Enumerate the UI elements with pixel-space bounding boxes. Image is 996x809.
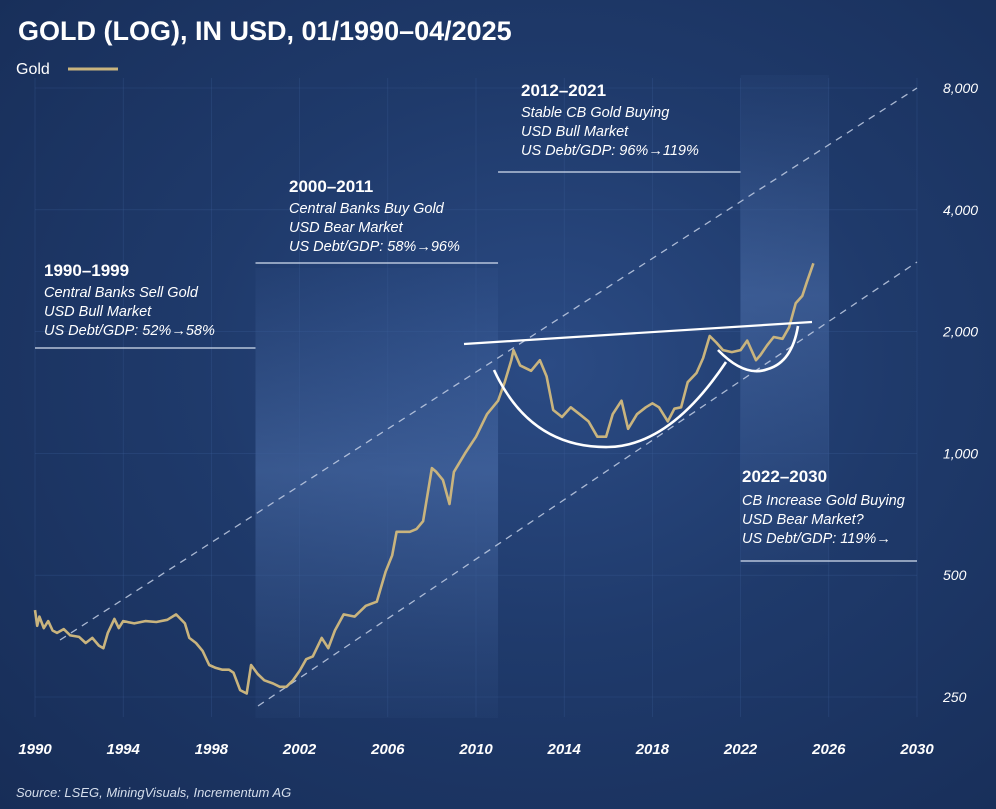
era-line: Central Banks Buy Gold <box>289 201 445 217</box>
x-tick-label: 2018 <box>635 741 670 758</box>
cup-arc <box>492 361 728 449</box>
era-line: US Debt/GDP: 52%→58% <box>44 323 215 339</box>
era-annotation-2012-2021: 2012–2021 Stable CB Gold Buying USD Bull… <box>521 81 699 159</box>
gold-price-line <box>33 262 815 695</box>
grid <box>34 78 918 717</box>
chart-title: GOLD (LOG), IN USD, 01/1990–04/2025 <box>18 16 512 46</box>
x-tick-label: 2030 <box>899 741 934 758</box>
era-line: Stable CB Gold Buying <box>521 105 669 121</box>
x-tick-label: 2006 <box>370 741 405 758</box>
y-tick-label: 4,000 <box>943 202 978 218</box>
era-annotation-2022-2030: 2022–2030 CB Increase Gold Buying USD Be… <box>742 467 905 547</box>
source-note: Source: LSEG, MiningVisuals, Incrementum… <box>16 785 291 800</box>
era-title: 2012–2021 <box>521 81 606 100</box>
y-tick-label: 1,000 <box>943 445 978 461</box>
x-tick-label: 1998 <box>195 741 229 758</box>
x-tick-label: 2026 <box>811 741 846 758</box>
era-shade-2022-2030 <box>740 75 829 565</box>
y-tick-label: 250 <box>942 689 967 705</box>
x-tick-label: 2014 <box>547 741 582 758</box>
legend-label-gold: Gold <box>16 61 50 78</box>
era-title: 2022–2030 <box>742 467 827 486</box>
era-line: US Debt/GDP: 119%→ <box>742 531 891 547</box>
era-annotation-1990-1999: 1990–1999 Central Banks Sell Gold USD Bu… <box>44 261 215 339</box>
era-line: US Debt/GDP: 58%→96% <box>289 239 460 255</box>
era-line: US Debt/GDP: 96%→119% <box>521 143 699 159</box>
era-line: USD Bull Market <box>44 304 152 320</box>
era-line: CB Increase Gold Buying <box>742 493 905 509</box>
x-tick-label: 2022 <box>723 741 758 758</box>
handle-arc <box>717 325 800 373</box>
era-line: USD Bear Market <box>289 220 404 236</box>
x-tick-label: 1990 <box>18 741 52 758</box>
era-title: 1990–1999 <box>44 261 129 280</box>
era-annotation-2000-2011: 2000–2011 Central Banks Buy Gold USD Bea… <box>289 177 460 255</box>
y-axis: 250 500 1,000 2,000 4,000 8,000 <box>942 80 978 705</box>
trend-channel-lower <box>257 261 918 707</box>
era-line: USD Bear Market? <box>742 512 865 528</box>
era-line: USD Bull Market <box>521 124 629 140</box>
era-shade-2000-2011 <box>255 268 499 718</box>
x-tick-label: 1994 <box>107 741 141 758</box>
x-tick-label: 2002 <box>282 741 317 758</box>
era-line: Central Banks Sell Gold <box>44 285 199 301</box>
x-tick-label: 2010 <box>458 741 493 758</box>
era-title: 2000–2011 <box>289 177 373 196</box>
y-tick-label: 8,000 <box>943 80 978 96</box>
x-axis: 1990 1994 1998 2002 2006 2010 2014 2018 2022 2026… <box>18 741 934 758</box>
y-tick-label: 2,000 <box>942 324 978 340</box>
cup-handle-resistance-line <box>463 320 813 346</box>
trend-channel-upper <box>59 87 918 641</box>
y-tick-label: 500 <box>943 567 967 583</box>
